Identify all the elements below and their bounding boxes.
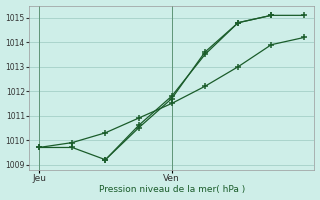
X-axis label: Pression niveau de la mer( hPa ): Pression niveau de la mer( hPa ): [99, 185, 245, 194]
